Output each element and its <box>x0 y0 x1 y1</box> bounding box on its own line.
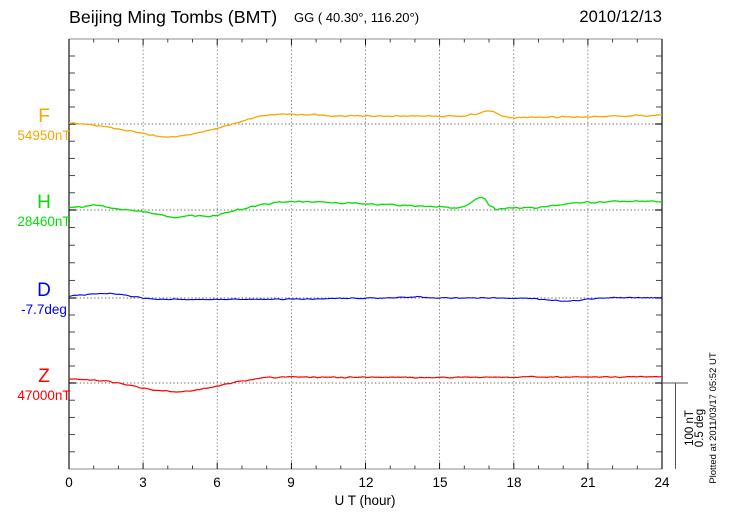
svg-text:F: F <box>38 106 50 127</box>
svg-text:12: 12 <box>358 475 373 490</box>
svg-text:24: 24 <box>654 475 670 490</box>
svg-text:6: 6 <box>213 475 221 490</box>
svg-text:47000nT: 47000nT <box>17 388 70 403</box>
svg-text:0: 0 <box>65 475 73 490</box>
svg-text:21: 21 <box>580 475 595 490</box>
svg-text:28460nT: 28460nT <box>17 214 70 229</box>
svg-text:-7.7deg: -7.7deg <box>21 302 67 317</box>
svg-text:D: D <box>37 280 51 301</box>
svg-text:H: H <box>37 192 51 213</box>
svg-text:3: 3 <box>139 475 147 490</box>
svg-text:U T (hour): U T (hour) <box>334 493 395 508</box>
svg-text:Z: Z <box>38 366 50 387</box>
svg-text:Plotted at 2011/03/17 05:52 UT: Plotted at 2011/03/17 05:52 UT <box>708 352 719 484</box>
svg-text:9: 9 <box>287 475 295 490</box>
svg-text:18: 18 <box>506 475 521 490</box>
svg-text:54950nT: 54950nT <box>17 128 70 143</box>
svg-text:2010/12/13: 2010/12/13 <box>579 8 662 26</box>
svg-text:GG ( 40.30°, 116.20°): GG ( 40.30°, 116.20°) <box>294 10 419 25</box>
svg-text:Beijing Ming Tombs (BMT): Beijing Ming Tombs (BMT) <box>69 7 277 27</box>
svg-text:15: 15 <box>432 475 447 490</box>
svg-text:0.5 deg: 0.5 deg <box>694 409 706 447</box>
